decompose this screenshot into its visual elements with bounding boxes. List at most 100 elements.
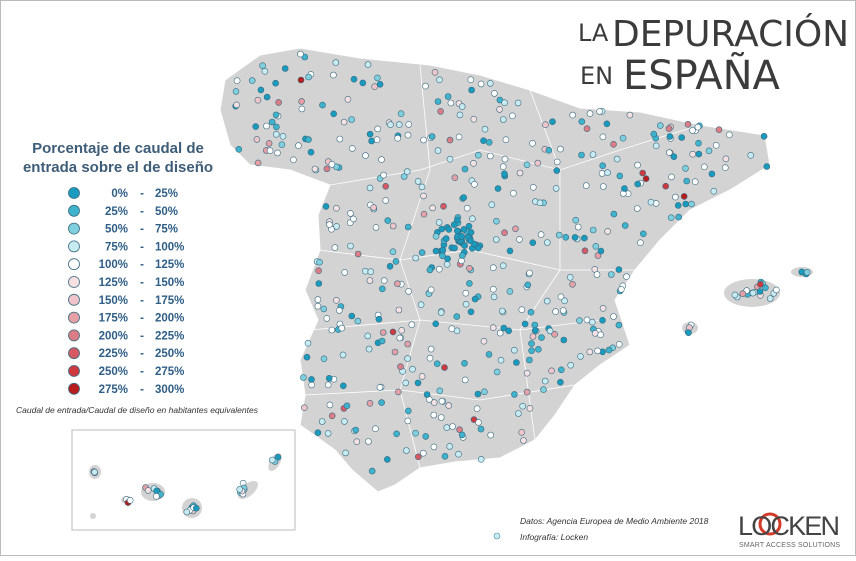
plant-dot	[315, 280, 323, 287]
plant-dot	[295, 142, 302, 149]
plant-dot	[481, 125, 489, 133]
plant-dot	[404, 340, 412, 348]
plant-dot	[408, 321, 416, 329]
plant-dot	[368, 467, 376, 475]
legend-separator: -	[140, 277, 144, 289]
legend-to: 200%	[155, 313, 184, 325]
plant-dot	[434, 98, 442, 105]
plant-dot	[762, 284, 769, 292]
plant-dot	[524, 281, 532, 289]
plant-dot	[359, 79, 367, 87]
legend-separator: -	[140, 366, 144, 378]
plant-dot	[496, 106, 503, 113]
plant-dot	[576, 317, 583, 324]
plant-dot	[248, 77, 256, 84]
plant-dot	[373, 136, 381, 143]
plant-dot	[489, 285, 497, 293]
plant-dot	[546, 327, 554, 335]
plant-dot	[315, 267, 322, 275]
plant-dot	[394, 134, 402, 142]
plant-dot	[633, 205, 641, 212]
plant-dot	[467, 229, 475, 236]
plant-dot	[328, 326, 336, 334]
plant-dot	[534, 159, 542, 167]
plant-dot	[518, 428, 526, 436]
plant-dot	[340, 118, 348, 126]
plant-dot	[652, 142, 660, 150]
plant-dot	[491, 90, 498, 97]
plant-dot	[474, 244, 482, 252]
plant-dot	[516, 169, 524, 177]
legend-from: 225%	[99, 348, 128, 360]
plant-dot	[528, 340, 535, 347]
legend-to: 250%	[155, 348, 184, 360]
plant-dot	[545, 147, 553, 154]
plant-dot	[322, 203, 330, 210]
logo-tagline: SMART ACCESS SOLUTIONS	[739, 542, 840, 549]
plant-dot	[404, 223, 412, 231]
plant-dot	[422, 433, 430, 440]
plant-dot	[365, 438, 372, 445]
legend-swatch	[68, 240, 80, 253]
plant-dot	[297, 76, 305, 84]
plant-dot	[577, 353, 584, 360]
plant-dot	[261, 68, 269, 75]
plant-dot	[480, 337, 488, 345]
plant-dot	[308, 376, 315, 383]
plant-dot	[459, 252, 466, 259]
plant-dot	[265, 140, 273, 147]
plant-dot	[666, 133, 674, 140]
plant-dot	[485, 139, 493, 146]
plant-dot	[422, 82, 429, 90]
legend-title: entrada sobre el de diseño	[23, 159, 213, 176]
plant-dot	[763, 163, 771, 170]
plant-dot	[543, 297, 551, 305]
plant-dot	[396, 334, 404, 342]
plant-dot	[372, 224, 380, 231]
plant-dot	[368, 137, 375, 145]
plant-dot	[320, 305, 328, 313]
plant-dot	[348, 145, 356, 152]
plant-dot	[347, 242, 354, 250]
plant-dot	[637, 239, 644, 246]
plant-dot	[470, 160, 477, 167]
plant-dot	[333, 296, 340, 304]
plant-dot	[341, 269, 349, 276]
plant-dot	[496, 329, 504, 337]
legend-from: 125%	[99, 277, 128, 289]
plant-dot	[445, 226, 453, 233]
plant-dot	[542, 121, 549, 128]
plant-dot	[529, 140, 536, 147]
plant-dot	[589, 151, 597, 158]
legend-to: 75%	[155, 224, 178, 236]
plant-dot	[494, 185, 502, 192]
plant-dot	[474, 390, 482, 398]
legend-separator: -	[140, 313, 144, 325]
plant-dot	[535, 345, 542, 353]
credit-author: Infografía: Locken	[520, 532, 588, 542]
plant-dot	[451, 174, 459, 181]
plant-dot	[700, 163, 708, 171]
plant-dot	[599, 162, 607, 169]
plant-dot	[543, 239, 551, 246]
plant-dot	[274, 149, 281, 157]
plant-dot	[581, 247, 589, 255]
plant-dot	[376, 81, 384, 88]
plant-dot	[233, 77, 241, 84]
plant-dot	[427, 345, 435, 353]
legend-separator: -	[140, 330, 144, 342]
plant-dot	[348, 116, 355, 123]
plant-dot	[395, 121, 403, 128]
plant-dot	[523, 388, 531, 396]
plant-dot	[445, 402, 453, 409]
plant-dot	[409, 365, 416, 373]
plant-dot	[515, 410, 522, 417]
plant-dot	[418, 183, 426, 191]
plant-dot	[450, 221, 458, 228]
plant-dot	[531, 321, 539, 329]
plant-dot	[456, 111, 464, 119]
plant-dot	[446, 443, 454, 450]
plant-dot	[665, 125, 673, 132]
plant-dot	[453, 216, 461, 224]
plant-dot	[481, 388, 488, 396]
